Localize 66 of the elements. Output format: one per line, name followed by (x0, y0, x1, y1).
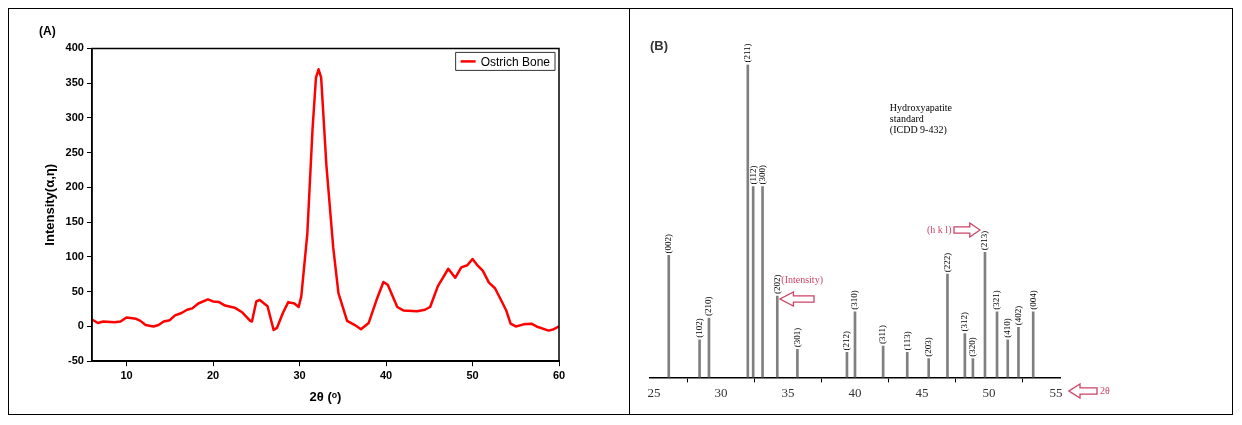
bar (746, 64, 750, 378)
annotation: (301) (791, 327, 802, 348)
legend-label: Ostrich Bone (480, 54, 551, 69)
y-axis-title: Intensity(α,η) (42, 163, 58, 246)
annotation: (211) (742, 43, 753, 63)
y-tick-label: 400 (65, 41, 84, 54)
x-axis-title: 2θ (ᵒ) (309, 388, 342, 404)
bar (946, 273, 949, 378)
bar (751, 186, 755, 378)
chart-title: (B) (650, 38, 669, 54)
annotation: (102) (693, 318, 704, 338)
bar (796, 348, 799, 378)
annotation: (202) (771, 274, 782, 295)
x-tick-label: 50 (466, 368, 479, 381)
annotation: (222) (941, 252, 952, 273)
x-tick-label: 20 (206, 368, 220, 381)
annotation: (410) (1002, 318, 1013, 338)
bar (927, 358, 931, 378)
x-tick-label: 45 (915, 384, 929, 400)
y-tick-label: -50 (68, 354, 84, 367)
annotation: (310) (849, 290, 860, 310)
y-tick-label: 0 (77, 319, 84, 332)
annotation: (h k l) (927, 224, 952, 237)
annotation: (320) (967, 337, 978, 357)
y-tick-label: 350 (65, 76, 84, 89)
x-tick-label: 30 (293, 368, 306, 381)
annotation: (203) (923, 337, 934, 357)
bar (775, 295, 779, 378)
annotation: (402) (1012, 305, 1023, 326)
y-tick-label: 200 (65, 180, 84, 193)
y-tick-label: 250 (65, 145, 84, 158)
x-tick-label: 40 (848, 384, 862, 400)
bar (1031, 311, 1035, 378)
annotation: (300) (756, 165, 767, 185)
x-tick-label: 55 (1049, 384, 1063, 400)
annotation: Hydroxyapatite standard (ICDD 9-432) (889, 102, 953, 137)
x-tick-label: 30 (714, 384, 728, 400)
annotation: (002) (663, 233, 674, 254)
y-tick-label: 100 (65, 249, 84, 262)
annotation: (113) (901, 331, 912, 351)
bar (698, 339, 701, 378)
bar (667, 255, 671, 378)
y-axis-title: (Intensity) (781, 274, 823, 287)
annotation: (321) (991, 290, 1002, 310)
annotation: (004) (1027, 290, 1038, 310)
x-tick-label: 40 (379, 368, 393, 381)
x-axis-title: 2θ (1100, 385, 1110, 397)
y-tick-label: 50 (71, 284, 84, 297)
x-tick-label: 25 (647, 384, 661, 400)
x-tick-label: 10 (120, 368, 133, 381)
x-tick-label: 60 (552, 368, 566, 381)
bar (905, 352, 909, 378)
annotation: (212) (841, 330, 852, 351)
bar (1017, 327, 1020, 378)
x-tick-label: 35 (781, 384, 795, 400)
annotation: (311) (877, 324, 888, 345)
annotation: (312) (959, 312, 970, 332)
x-tick-label: 50 (982, 384, 996, 400)
annotation: (213) (979, 230, 990, 251)
bar (761, 186, 764, 378)
annotation: (112) (747, 165, 758, 185)
y-tick-label: 300 (65, 110, 84, 123)
annotation: (210) (703, 296, 714, 316)
y-tick-label: 150 (65, 215, 84, 228)
bar (1006, 339, 1010, 378)
chart-title: (A) (39, 23, 56, 38)
